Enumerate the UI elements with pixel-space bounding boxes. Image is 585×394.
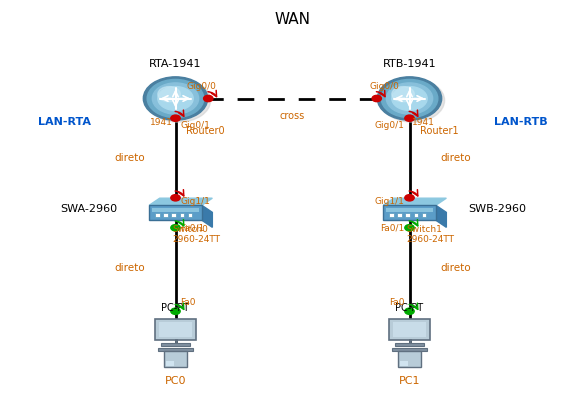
Text: Fa0/1: Fa0/1: [381, 224, 405, 233]
FancyBboxPatch shape: [383, 205, 436, 220]
FancyBboxPatch shape: [161, 343, 190, 346]
Text: SWB-2960: SWB-2960: [468, 204, 526, 214]
Text: RTA-1941: RTA-1941: [149, 59, 202, 69]
Text: direto: direto: [441, 263, 471, 273]
Text: PC-PT: PC-PT: [395, 303, 424, 313]
Text: Gig0/1: Gig0/1: [375, 121, 405, 130]
FancyBboxPatch shape: [171, 213, 176, 217]
FancyBboxPatch shape: [159, 322, 192, 337]
FancyBboxPatch shape: [422, 213, 426, 217]
Circle shape: [171, 115, 180, 121]
Circle shape: [158, 87, 193, 110]
FancyBboxPatch shape: [386, 208, 433, 212]
Circle shape: [204, 95, 213, 102]
FancyBboxPatch shape: [389, 213, 394, 217]
FancyBboxPatch shape: [400, 361, 408, 366]
Polygon shape: [149, 198, 212, 205]
Text: Gig1/1: Gig1/1: [375, 197, 405, 206]
FancyBboxPatch shape: [163, 213, 168, 217]
Text: direto: direto: [114, 263, 144, 273]
Text: cross: cross: [280, 111, 305, 121]
FancyBboxPatch shape: [389, 319, 430, 340]
Circle shape: [147, 80, 204, 117]
FancyBboxPatch shape: [158, 348, 193, 351]
FancyBboxPatch shape: [152, 208, 199, 212]
Circle shape: [405, 195, 414, 201]
FancyBboxPatch shape: [166, 361, 174, 366]
Circle shape: [377, 77, 442, 120]
Polygon shape: [436, 205, 446, 227]
Text: RTB-1941: RTB-1941: [383, 59, 436, 69]
FancyBboxPatch shape: [164, 351, 187, 367]
Circle shape: [158, 87, 180, 102]
FancyBboxPatch shape: [392, 348, 427, 351]
FancyBboxPatch shape: [414, 213, 418, 217]
Text: Switch1
2960-24TT: Switch1 2960-24TT: [407, 225, 455, 244]
Circle shape: [405, 225, 414, 231]
Text: Gig0/0: Gig0/0: [186, 82, 216, 91]
Circle shape: [381, 80, 438, 117]
Circle shape: [405, 115, 414, 121]
Text: Gig0/0: Gig0/0: [369, 82, 399, 91]
Text: Fa0: Fa0: [390, 297, 405, 307]
Text: LAN-RTB: LAN-RTB: [494, 117, 548, 127]
Text: Router1: Router1: [420, 126, 459, 136]
Text: PC-PT: PC-PT: [161, 303, 190, 313]
Text: Fa0/1: Fa0/1: [180, 224, 204, 233]
Text: Fa0: Fa0: [180, 297, 195, 307]
FancyBboxPatch shape: [149, 205, 202, 220]
FancyBboxPatch shape: [405, 213, 410, 217]
Circle shape: [392, 87, 427, 110]
Circle shape: [392, 87, 414, 102]
Circle shape: [405, 308, 414, 314]
Text: Gig1/1: Gig1/1: [180, 197, 210, 206]
Text: Router0: Router0: [186, 126, 225, 136]
Circle shape: [171, 195, 180, 201]
Circle shape: [143, 77, 208, 120]
Circle shape: [386, 83, 433, 114]
Text: WAN: WAN: [274, 12, 311, 27]
Text: SWA-2960: SWA-2960: [60, 204, 117, 214]
Circle shape: [146, 79, 211, 122]
FancyBboxPatch shape: [155, 319, 196, 340]
FancyBboxPatch shape: [180, 213, 184, 217]
Text: PC1: PC1: [399, 376, 420, 386]
FancyBboxPatch shape: [398, 351, 421, 367]
Text: direto: direto: [441, 152, 471, 163]
FancyBboxPatch shape: [393, 322, 426, 337]
Circle shape: [171, 225, 180, 231]
Text: Gig0/1: Gig0/1: [180, 121, 210, 130]
FancyBboxPatch shape: [397, 213, 402, 217]
Text: PC0: PC0: [165, 376, 186, 386]
Circle shape: [171, 308, 180, 314]
Text: LAN-RTA: LAN-RTA: [37, 117, 91, 127]
FancyBboxPatch shape: [395, 343, 424, 346]
FancyBboxPatch shape: [188, 213, 192, 217]
Circle shape: [152, 83, 199, 114]
Text: 1941: 1941: [412, 118, 435, 127]
FancyBboxPatch shape: [155, 213, 160, 217]
Text: Switch0
2960-24TT: Switch0 2960-24TT: [173, 225, 221, 244]
Text: direto: direto: [114, 152, 144, 163]
Circle shape: [372, 95, 381, 102]
Polygon shape: [383, 198, 446, 205]
Text: 1941: 1941: [150, 118, 173, 127]
Polygon shape: [202, 205, 212, 227]
Circle shape: [380, 79, 445, 122]
